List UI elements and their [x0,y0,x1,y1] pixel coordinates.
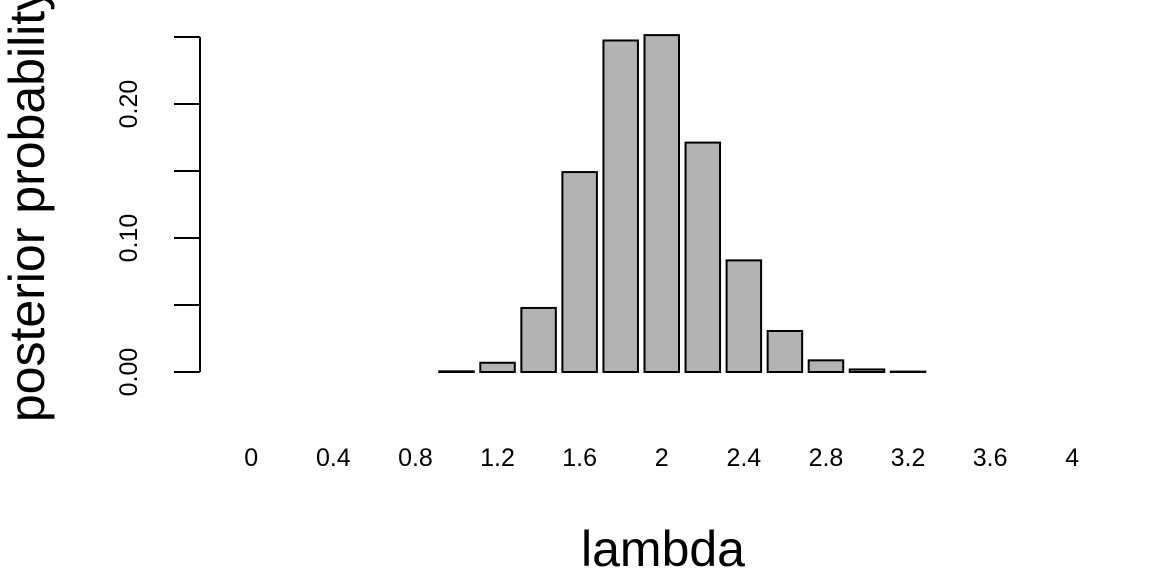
bar-1.8 [602,39,639,373]
bar-1.2 [479,361,516,373]
y-tick-label: 0.00 [115,348,143,397]
x-tick-label: 2.4 [726,444,761,472]
x-tick-label: 2 [655,444,669,472]
x-tick-label: 3.2 [891,444,926,472]
bar-2.4 [725,259,763,374]
x-tick-label: 0 [244,444,258,472]
y-axis-title: posterior probability [0,0,55,422]
y-tick-label: 0.10 [115,214,143,263]
bar-1 [438,370,475,373]
x-tick-label: 4 [1065,444,1079,472]
bar-1.6 [561,171,598,373]
x-tick-label: 1.6 [562,444,597,472]
x-tick-label: 3.6 [973,444,1008,472]
x-tick-label: 2.8 [809,444,844,472]
bar-2.2 [684,141,722,373]
x-axis-labels: 0 0.4 0.8 1.2 1.6 2 2.4 2.8 3.2 3.6 4 [244,444,1079,472]
bar-2.6 [766,330,804,373]
bars-group [438,34,927,374]
y-tick-label: 0.20 [115,80,143,129]
x-axis-title: lambda [581,521,745,576]
bar-2 [643,34,680,374]
bar-2.8 [807,359,845,373]
bar-3 [848,368,886,374]
x-tick-label: 1.2 [480,444,515,472]
x-tick-label: 0.8 [398,444,433,472]
y-axis: 0.00 0.10 0.20 [115,36,201,397]
bar-1.4 [520,306,557,374]
x-tick-label: 0.4 [316,444,351,472]
